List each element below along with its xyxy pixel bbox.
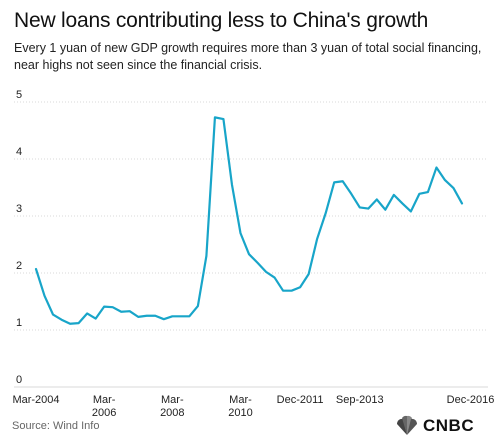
data-point	[95, 318, 97, 320]
data-point	[257, 262, 259, 264]
data-point	[350, 193, 352, 195]
data-point	[308, 273, 310, 275]
data-point	[86, 312, 88, 314]
data-point	[35, 268, 37, 270]
data-point	[452, 187, 454, 189]
x-tick-label: Mar-2008	[160, 394, 184, 419]
x-tick-label: Mar-2006	[92, 394, 116, 419]
data-point	[137, 316, 139, 318]
data-point	[342, 180, 344, 182]
data-point	[461, 202, 463, 204]
data-point	[427, 191, 429, 193]
data-point	[222, 118, 224, 120]
data-point	[120, 311, 122, 313]
data-point	[384, 209, 386, 211]
data-point	[188, 315, 190, 317]
data-point	[154, 315, 156, 317]
data-point	[171, 315, 173, 317]
x-tick-label: Mar-2010	[228, 394, 252, 419]
data-point	[291, 290, 293, 292]
data-point	[265, 271, 267, 273]
data-point	[103, 306, 105, 308]
data-point	[52, 314, 54, 316]
data-point	[129, 310, 131, 312]
data-point	[401, 202, 403, 204]
data-point	[231, 184, 233, 186]
data-point	[163, 318, 165, 320]
data-point	[444, 179, 446, 181]
cnbc-logo: CNBC	[394, 414, 474, 438]
logo-text: CNBC	[423, 416, 475, 435]
data-point	[299, 286, 301, 288]
series-line	[34, 116, 464, 325]
source-note: Source: Wind Info	[12, 420, 100, 432]
data-point	[359, 206, 361, 208]
data-point	[316, 238, 318, 240]
data-point	[44, 295, 46, 297]
data-point	[367, 208, 369, 210]
y-tick-label: 2	[16, 260, 22, 272]
y-tick-label: 1	[16, 317, 22, 329]
data-point	[410, 210, 412, 212]
peacock-icon	[396, 415, 418, 435]
x-tick-label: Dec-2016	[447, 394, 495, 406]
data-point	[61, 319, 63, 321]
data-point	[112, 306, 114, 308]
data-point	[274, 277, 276, 279]
data-point	[78, 322, 80, 324]
data-point	[376, 198, 378, 200]
y-tick-label: 4	[16, 146, 22, 158]
data-point	[435, 167, 437, 169]
data-point	[282, 290, 284, 292]
data-point	[239, 232, 241, 234]
data-point	[248, 253, 250, 255]
data-point	[197, 305, 199, 307]
data-point	[393, 194, 395, 196]
data-point	[180, 315, 182, 317]
y-tick-label: 5	[16, 89, 22, 101]
y-tick-label: 3	[16, 203, 22, 215]
data-point	[325, 212, 327, 214]
data-point	[69, 323, 71, 325]
chart-subtitle: Every 1 yuan of new GDP growth requires …	[14, 41, 482, 72]
y-tick-label: 0	[16, 374, 22, 386]
data-point	[146, 315, 148, 317]
data-point	[214, 116, 216, 118]
x-tick-label: Sep-2013	[336, 394, 384, 406]
x-tick-label: Dec-2011	[277, 394, 324, 406]
data-point	[333, 181, 335, 183]
chart-title: New loans contributing less to China's g…	[14, 9, 429, 32]
data-point	[418, 193, 420, 195]
x-tick-label: Mar-2004	[12, 394, 59, 406]
data-point	[205, 255, 207, 257]
